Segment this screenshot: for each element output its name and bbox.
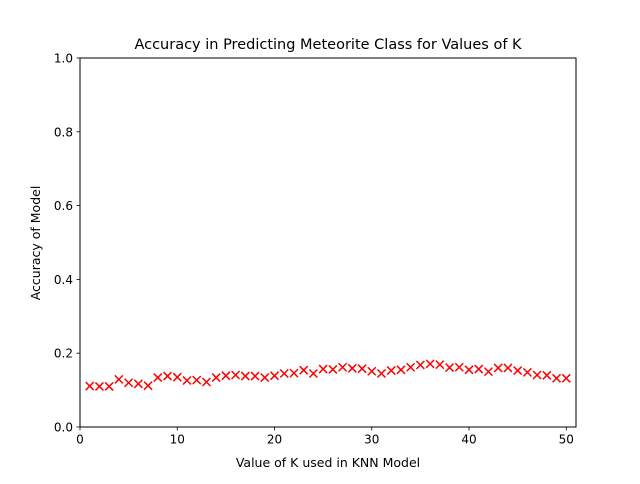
- data-point-marker: [406, 362, 416, 372]
- data-point-marker: [522, 367, 532, 377]
- x-axis-label: Value of K used in KNN Model: [236, 455, 420, 470]
- data-point-marker: [192, 375, 202, 385]
- data-point-marker: [240, 371, 250, 381]
- data-point-marker: [552, 373, 562, 383]
- data-point-marker: [269, 371, 280, 381]
- data-point-marker: [104, 381, 114, 391]
- data-point-marker: [435, 360, 445, 370]
- data-point-marker: [250, 371, 260, 381]
- data-point-marker: [133, 379, 143, 389]
- x-tick-label: 0: [76, 433, 84, 447]
- data-point-marker: [201, 377, 211, 387]
- data-point-marker: [114, 374, 124, 384]
- data-point-marker: [376, 368, 387, 379]
- data-point-marker: [347, 363, 357, 373]
- data-markers: [85, 359, 571, 391]
- y-tick-label: 1.0: [54, 52, 73, 66]
- data-point-marker: [357, 364, 367, 374]
- data-point-marker: [85, 381, 95, 391]
- y-axis-label: Accuracy of Model: [28, 186, 43, 301]
- data-point-marker: [279, 368, 289, 379]
- data-point-marker: [124, 378, 134, 388]
- y-tick-label: 0.6: [54, 199, 73, 213]
- data-point-marker: [328, 364, 338, 374]
- y-tick-label: 0.8: [54, 125, 73, 139]
- data-point-marker: [445, 363, 455, 373]
- data-point-marker: [464, 365, 474, 375]
- data-point-marker: [162, 371, 173, 381]
- data-point-marker: [396, 365, 406, 375]
- x-tick-label: 30: [364, 433, 379, 447]
- data-point-marker: [415, 360, 425, 370]
- x-tick-label: 10: [170, 433, 185, 447]
- y-tick-label: 0.0: [54, 421, 73, 435]
- data-point-marker: [221, 371, 231, 381]
- data-point-marker: [493, 363, 503, 373]
- data-point-marker: [454, 362, 464, 372]
- data-point-marker: [182, 375, 192, 386]
- data-point-marker: [94, 381, 104, 391]
- data-point-marker: [474, 364, 484, 374]
- data-point-marker: [172, 372, 182, 382]
- x-tick-label: 40: [461, 433, 476, 447]
- data-point-marker: [561, 373, 571, 383]
- chart-title: Accuracy in Predicting Meteorite Class f…: [134, 37, 522, 53]
- data-point-marker: [308, 368, 318, 379]
- data-point-marker: [338, 362, 348, 372]
- data-point-marker: [483, 367, 494, 377]
- data-point-marker: [386, 366, 396, 376]
- data-point-marker: [143, 381, 153, 391]
- data-point-marker: [542, 370, 552, 380]
- data-point-marker: [318, 364, 328, 374]
- y-tick-label: 0.4: [54, 273, 73, 287]
- data-point-marker: [513, 366, 523, 376]
- x-tick-label: 50: [559, 433, 574, 447]
- data-point-marker: [367, 366, 377, 376]
- data-point-marker: [211, 373, 221, 383]
- data-point-marker: [425, 359, 435, 369]
- data-point-marker: [289, 368, 299, 378]
- axis-ticks: 0 10 20 30 40 50 0.0 0.2 0.4 0.6 0.8 1.0: [54, 52, 574, 447]
- y-tick-label: 0.2: [54, 347, 73, 361]
- data-point-marker: [503, 363, 513, 373]
- data-point-marker: [299, 365, 309, 375]
- x-tick-label: 20: [267, 433, 282, 447]
- data-point-marker: [260, 373, 270, 383]
- plot-area-frame: [79, 57, 577, 428]
- data-point-marker: [231, 370, 241, 380]
- data-point-marker: [532, 370, 542, 380]
- data-point-marker: [153, 373, 163, 383]
